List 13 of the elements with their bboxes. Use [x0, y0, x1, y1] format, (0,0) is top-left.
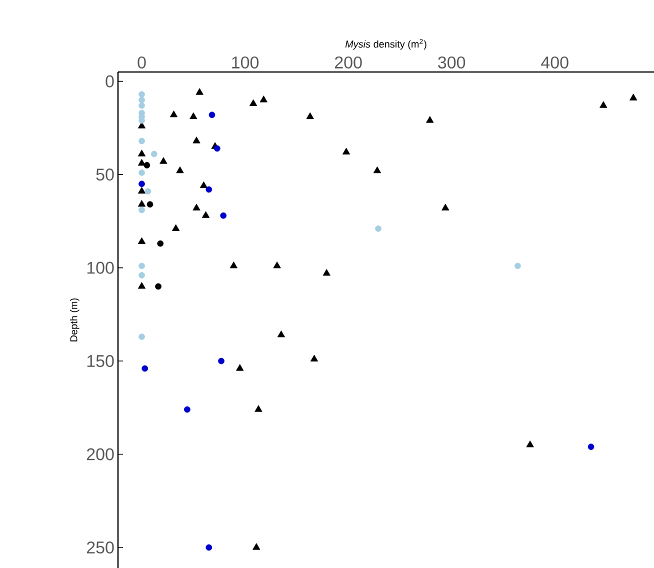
y-tick-label: 50	[96, 168, 114, 181]
y-axis-title: Depth (m)	[70, 298, 80, 342]
x-tick-label: 100	[232, 56, 259, 68]
y-tick-label: 150	[87, 355, 114, 368]
y-tick-label: 200	[86, 448, 114, 460]
x-axis-title: Mysis density (m$^{2}$)	[345, 39, 426, 50]
x-tick-label: 300	[438, 56, 466, 68]
y-tick-label: 250	[86, 541, 114, 554]
y-tick-label: 100	[87, 262, 114, 274]
x-tick-label: 400	[541, 56, 568, 68]
x-tick-label: 0	[138, 56, 146, 68]
y-tick-label: 0	[106, 75, 114, 88]
x-tick-label: 200	[334, 56, 362, 68]
